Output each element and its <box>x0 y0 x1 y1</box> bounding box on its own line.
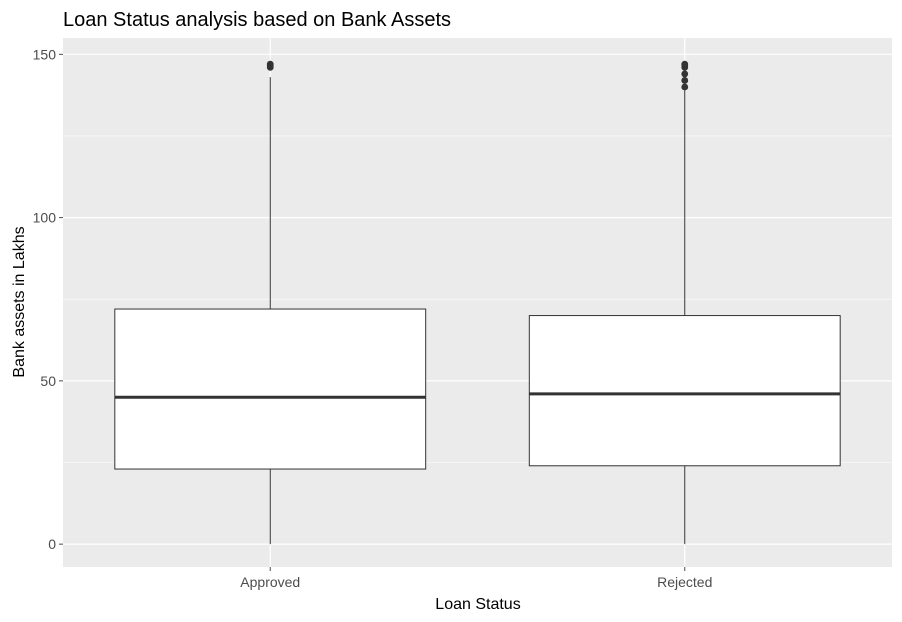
plot-panel <box>63 38 892 567</box>
y-axis-title: Bank assets in Lakhs <box>11 226 28 377</box>
outlier-point <box>681 61 688 68</box>
outlier-point <box>267 61 274 68</box>
iqr-box <box>529 316 840 466</box>
x-axis-title: Loan Status <box>435 596 520 613</box>
x-tick-label: Approved <box>240 574 300 590</box>
y-tick-label: 50 <box>40 373 56 389</box>
outlier-point <box>681 84 688 91</box>
iqr-box <box>115 309 426 469</box>
x-tick-label: Rejected <box>657 574 712 590</box>
y-tick-label: 0 <box>48 536 56 552</box>
y-tick-label: 100 <box>33 210 57 226</box>
outlier-point <box>681 77 688 84</box>
outlier-point <box>681 71 688 78</box>
chart-title: Loan Status analysis based on Bank Asset… <box>63 9 451 31</box>
y-tick-label: 150 <box>33 46 57 62</box>
